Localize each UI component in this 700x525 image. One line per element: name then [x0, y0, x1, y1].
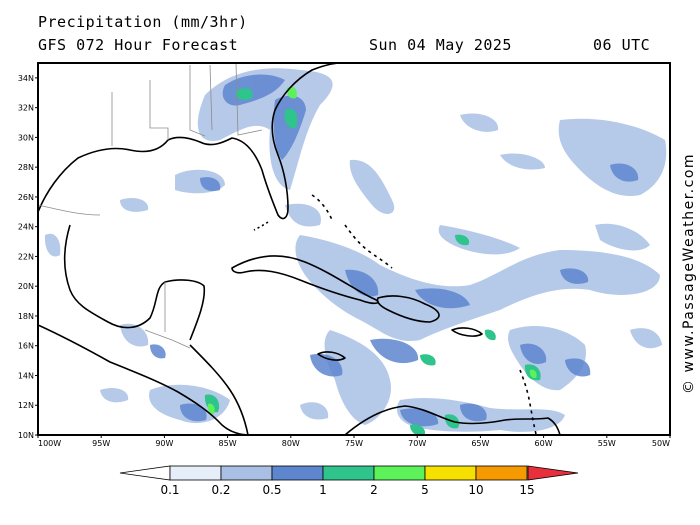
lat-tick-label: 12N — [18, 401, 34, 410]
passageweather-credit: © www.PassageWeather.com — [681, 153, 697, 394]
colorbar-low-arrow — [119, 465, 171, 481]
lon-tick-label: 65W — [471, 439, 489, 448]
lon-tick-label: 70W — [408, 439, 426, 448]
country-borders — [38, 63, 263, 349]
lat-tick-label: 22N — [18, 252, 34, 261]
lon-tick-label: 55W — [598, 439, 616, 448]
colorbar-swatch — [373, 465, 426, 481]
lon-tick-label: 75W — [345, 439, 363, 448]
colorbar-swatch — [169, 465, 222, 481]
colorbar-swatch — [475, 465, 528, 481]
longitude-tick-labels: 100W 95W 90W 85W 80W 75W 70W 65W 60W 55W 50W — [37, 435, 671, 448]
colorbar-label: 1 — [319, 483, 327, 497]
precipitation-color-scale: 0.1 0.2 0.5 1 2 5 10 15 — [119, 465, 579, 497]
lon-tick-label: 100W — [38, 439, 61, 448]
colorbar-swatch — [271, 465, 324, 481]
colorbar-label: 0.2 — [211, 483, 230, 497]
colorbar-label: 2 — [370, 483, 378, 497]
colorbar-swatch — [322, 465, 375, 481]
lon-tick-label: 90W — [155, 439, 173, 448]
latitude-tick-labels: 34N 32N 30N 28N 26N 24N 22N 20N 18N 16N 14N 12N 10N — [18, 74, 38, 440]
coastlines — [38, 63, 561, 435]
map-title: Precipitation (mm/3hr) — [38, 13, 248, 31]
lat-tick-label: 34N — [18, 74, 34, 83]
map-plot-area — [38, 63, 670, 435]
lat-tick-label: 32N — [18, 104, 34, 113]
colorbar-label: 5 — [421, 483, 429, 497]
lat-tick-label: 28N — [18, 163, 34, 172]
lat-tick-label: 10N — [18, 431, 34, 440]
lon-tick-label: 50W — [652, 439, 670, 448]
colorbar-swatch — [424, 465, 477, 481]
lon-tick-label: 60W — [535, 439, 553, 448]
lat-tick-label: 18N — [18, 312, 34, 321]
colorbar-swatch — [220, 465, 273, 481]
lat-tick-label: 26N — [18, 193, 34, 202]
lat-tick-label: 16N — [18, 342, 34, 351]
colorbar-high-arrow — [527, 465, 579, 481]
lat-tick-label: 30N — [18, 133, 34, 142]
colorbar-label: 10 — [468, 483, 483, 497]
forecast-date: Sun 04 May 2025 — [369, 36, 512, 54]
colorbar-label: 15 — [519, 483, 534, 497]
forecast-subtitle: GFS 072 Hour Forecast — [38, 36, 239, 54]
lon-tick-label: 95W — [92, 439, 110, 448]
lon-tick-label: 85W — [219, 439, 237, 448]
lat-tick-label: 14N — [18, 371, 34, 380]
colorbar-label: 0.1 — [160, 483, 179, 497]
colorbar-label: 0.5 — [262, 483, 281, 497]
lat-tick-label: 20N — [18, 282, 34, 291]
forecast-time: 06 UTC — [593, 36, 651, 54]
lat-tick-label: 24N — [18, 223, 34, 232]
lon-tick-label: 80W — [282, 439, 300, 448]
